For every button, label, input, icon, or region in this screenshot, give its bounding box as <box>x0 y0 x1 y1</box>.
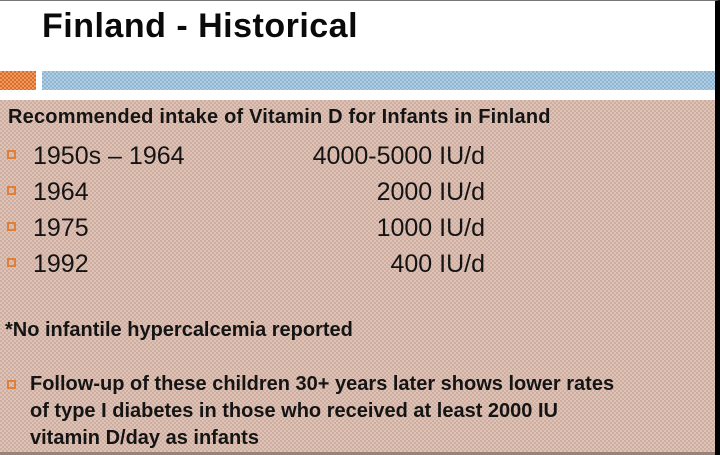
followup-line: vitamin D/day as infants <box>30 427 259 449</box>
content-heading: Recommended intake of Vitamin D for Infa… <box>8 106 551 128</box>
intake-row: 1975 1000 IU/d <box>0 210 715 246</box>
intake-value: 2000 IU/d <box>376 178 485 206</box>
intake-list: 1950s – 1964 4000-5000 IU/d 1964 2000 IU… <box>0 138 715 282</box>
note-text: *No infantile hypercalcemia reported <box>5 319 353 341</box>
followup-line: Follow-up of these children 30+ years la… <box>30 373 615 395</box>
intake-row: 1992 400 IU/d <box>0 246 715 282</box>
square-bullet-icon <box>7 258 16 267</box>
year-label: 1975 <box>33 214 89 242</box>
blue-accent-bar <box>42 71 715 90</box>
square-bullet-icon <box>7 150 16 159</box>
intake-value: 400 IU/d <box>390 250 485 278</box>
intake-row: 1964 2000 IU/d <box>0 174 715 210</box>
square-bullet-icon <box>7 380 16 389</box>
followup-item: Follow-up of these children 30+ years la… <box>0 371 707 452</box>
year-label: 1950s – 1964 <box>33 142 185 170</box>
orange-accent-square <box>0 71 36 90</box>
followup-line: of type I diabetes in those who received… <box>30 400 558 422</box>
page-title: Finland - Historical <box>42 7 359 45</box>
square-bullet-icon <box>7 222 16 231</box>
content-panel: Recommended intake of Vitamin D for Infa… <box>0 100 715 455</box>
intake-value: 1000 IU/d <box>376 214 485 242</box>
square-bullet-icon <box>7 186 16 195</box>
intake-row: 1950s – 1964 4000-5000 IU/d <box>0 138 715 174</box>
intake-value: 4000-5000 IU/d <box>312 142 485 170</box>
year-label: 1992 <box>33 250 89 278</box>
year-label: 1964 <box>33 178 89 206</box>
